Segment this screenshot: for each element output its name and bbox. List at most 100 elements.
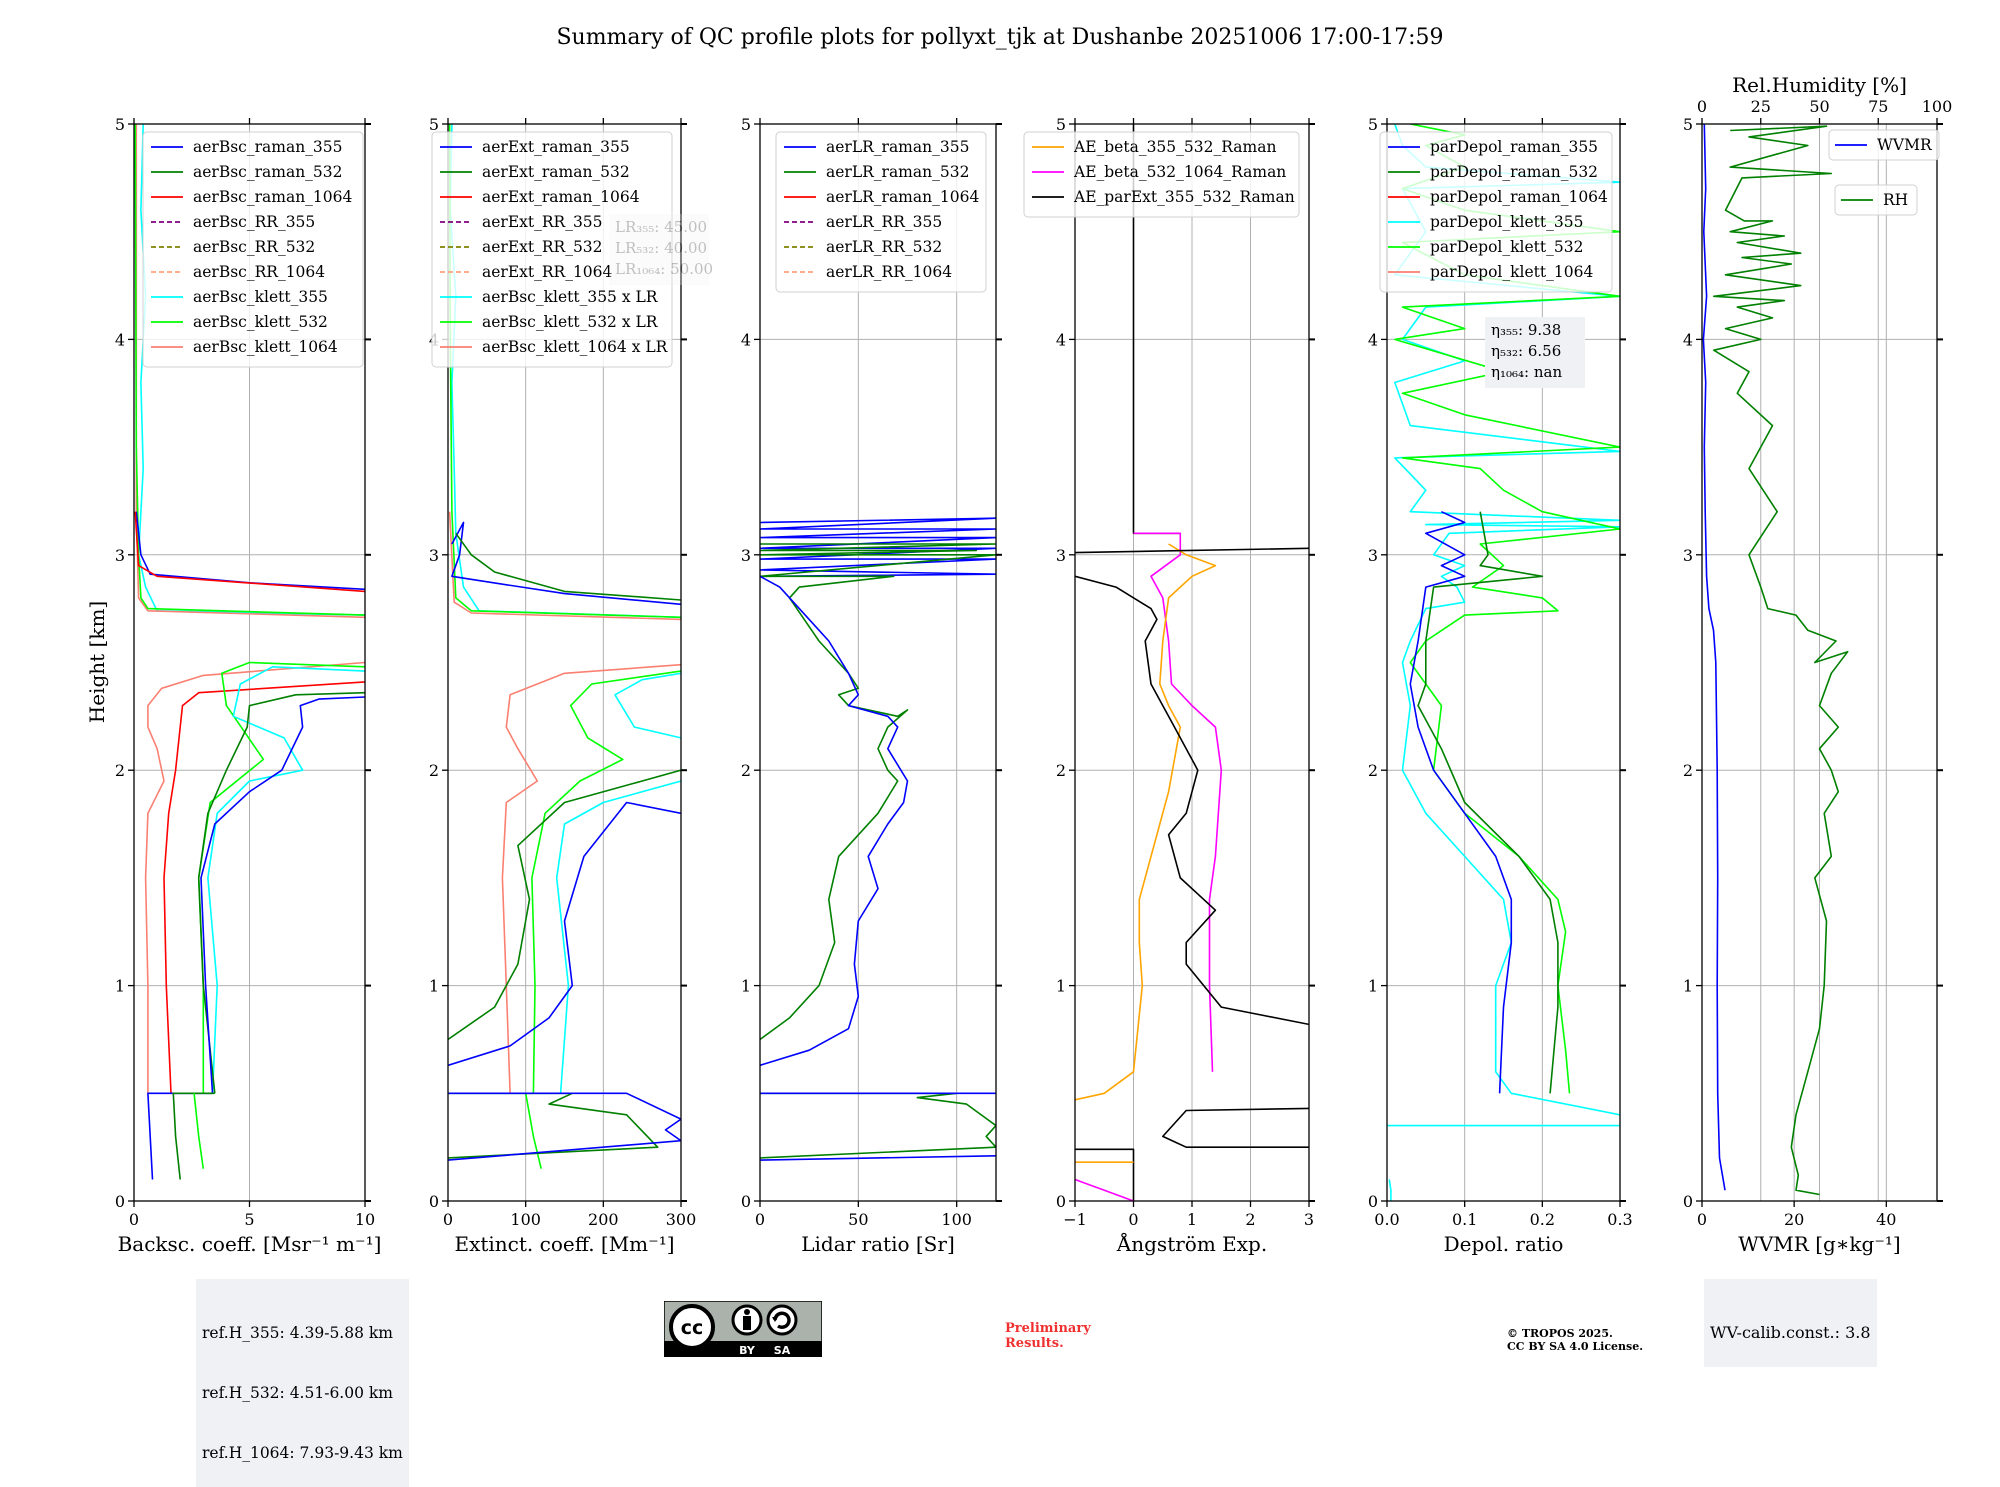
ref-height-532: ref.H_532: 4.51-6.00 km <box>202 1384 393 1402</box>
y-tick-label: 2 <box>741 761 751 780</box>
wv-calibration-constant: WV-calib.const.: 3.8 <box>1710 1323 1871 1342</box>
annotation-line: LR₃₅₅: 45.00 <box>615 218 707 236</box>
top-x-tick-label: 100 <box>1922 97 1953 116</box>
panel-extinction: 0100200300012345Extinct. coeff. [Mm⁻¹]ae… <box>429 115 713 1256</box>
x-tick-label: 0.1 <box>1452 1210 1477 1229</box>
series-aerbsc-raman-532 <box>197 691 365 1094</box>
y-tick-label: 5 <box>1683 115 1693 134</box>
legend: aerExt_raman_355 aerExt_raman_532 aerExt_r… <box>431 131 673 368</box>
series-aerlr-raman-532 <box>760 1092 996 1159</box>
svg-text:cc: cc <box>681 1317 704 1339</box>
axes-frame <box>1386 123 1621 1202</box>
y-tick-label: 1 <box>1056 977 1066 996</box>
series-ae-beta-355-532-raman <box>1075 543 1217 1101</box>
legend-label: parDepol_raman_1064 <box>1430 188 1608 206</box>
series-aerext-raman-355 <box>448 1092 681 1161</box>
series-ae-parext-355-532-raman <box>1075 1148 1135 1201</box>
y-tick-label: 3 <box>1056 546 1066 565</box>
qc-profile-figure: Summary of QC profile plots for pollyxt_… <box>85 25 1952 1256</box>
top-x-tick-label: 0 <box>1697 97 1707 116</box>
figure-title: Summary of QC profile plots for pollyxt_… <box>556 25 1443 50</box>
series-aerbsc-raman-355 <box>200 696 365 1094</box>
y-tick-label: 3 <box>115 546 125 565</box>
series-aerlr-raman-355 <box>760 575 909 1067</box>
cc-icon: cc <box>669 1304 715 1350</box>
annotation-bg <box>609 214 709 285</box>
attribution-icon <box>731 1304 763 1336</box>
legend-label: AE_parExt_355_532_Raman <box>1073 188 1295 206</box>
x-tick-label: 300 <box>666 1210 697 1229</box>
legend-label: RH <box>1883 191 1908 209</box>
legend-label: AE_beta_532_1064_Raman <box>1073 163 1286 181</box>
legend-label: aerBsc_RR_355 <box>193 213 315 231</box>
annotation-line: η₅₃₂: 6.56 <box>1491 342 1561 360</box>
x-tick-label: 0.3 <box>1607 1210 1632 1229</box>
series-aerbsc-klett-532 <box>193 1093 205 1169</box>
x-tick-label: 0 <box>755 1210 765 1229</box>
series-aerbsc-klett-355-x-lr <box>614 672 681 739</box>
cc-by-sa-logo: cc BY SA <box>664 1301 822 1357</box>
legend-box <box>1379 131 1613 293</box>
y-tick-label: 1 <box>1683 977 1693 996</box>
series-aerbsc-klett-532-x-lr <box>531 670 681 1094</box>
legend-label: aerExt_raman_532 <box>482 163 630 181</box>
legend-rh: RH <box>1834 184 1918 216</box>
copyright-note: © TROPOS 2025. CC BY SA 4.0 License. <box>1507 1327 1643 1353</box>
y-tick-label: 4 <box>1368 330 1378 349</box>
series-aerbsc-raman-1064 <box>163 681 365 1094</box>
annotation-box: LR₃₅₅: 45.00 LR₅₃₂: 40.00 LR₁₀₆₄: 50.00 <box>609 214 713 285</box>
legend-box <box>431 131 673 368</box>
annotation-line: η₁₀₆₄: nan <box>1491 363 1562 381</box>
x-tick-label: −1 <box>1063 1210 1087 1229</box>
series-aerbsc-klett-355 <box>207 665 365 1094</box>
legend-label: aerBsc_RR_532 <box>193 238 315 256</box>
x-tick-label: 5 <box>244 1210 254 1229</box>
series-group <box>1075 124 1309 1201</box>
y-tick-label: 4 <box>741 330 751 349</box>
top-x-tick-label: 75 <box>1868 97 1888 116</box>
legend-wvmr: WVMR <box>1828 129 1940 161</box>
series-group <box>1702 124 1849 1196</box>
x-tick-label: 1 <box>1187 1210 1197 1229</box>
legend-label: WVMR <box>1877 136 1933 154</box>
legend-label: aerBsc_klett_355 <box>193 288 328 306</box>
legend-label: aerBsc_RR_1064 <box>193 263 325 281</box>
legend-box <box>142 131 364 368</box>
y-tick-label: 2 <box>1056 761 1066 780</box>
series-aerext-raman-355 <box>451 521 681 606</box>
x-tick-label: 100 <box>510 1210 541 1229</box>
legend-label: parDepol_raman_355 <box>1430 138 1598 156</box>
ref-height-355: ref.H_355: 4.39-5.88 km <box>202 1324 393 1342</box>
x-axis-label: Ångström Exp. <box>1116 1231 1267 1256</box>
series-aerext-raman-355 <box>448 801 681 1067</box>
axes-frame <box>759 123 997 1202</box>
y-tick-label: 0 <box>115 1192 125 1211</box>
top-axis-label: Rel.Humidity [%] <box>1732 73 1907 97</box>
legend-box <box>1023 131 1300 218</box>
y-tick-label: 3 <box>1368 546 1378 565</box>
ref-height-1064: ref.H_1064: 7.93-9.43 km <box>202 1444 403 1462</box>
copyright-line-1: © TROPOS 2025. <box>1507 1327 1613 1340</box>
legend-label: parDepol_klett_532 <box>1430 238 1583 256</box>
x-axis-label: Lidar ratio [Sr] <box>801 1232 955 1256</box>
legend-box <box>775 131 987 293</box>
y-tick-label: 5 <box>1368 115 1378 134</box>
legend-label: aerBsc_klett_1064 <box>193 338 338 356</box>
series-group <box>134 124 365 1180</box>
x-tick-label: 200 <box>588 1210 619 1229</box>
series-ae-parext-355-532-raman <box>1075 547 1309 554</box>
series-ae-beta-532-1064-raman <box>1133 532 1223 1072</box>
legend-label: parDepol_klett_355 <box>1430 213 1583 231</box>
legend-label: aerBsc_raman_1064 <box>193 188 353 206</box>
x-tick-label: 20 <box>1784 1210 1804 1229</box>
series-aerbsc-klett-1064-x-lr <box>501 663 681 1094</box>
annotation-box: η₃₅₅: 9.38 η₅₃₂: 6.56 η₁₀₆₄: nan <box>1485 317 1585 388</box>
series-aerext-raman-532 <box>455 532 681 601</box>
legend-box <box>1834 184 1918 216</box>
x-axis-label: WVMR [g∗kg⁻¹] <box>1738 1232 1900 1256</box>
y-tick-label: 4 <box>1056 330 1066 349</box>
annotation-line: LR₁₀₆₄: 50.00 <box>615 260 713 278</box>
x-tick-label: 0.0 <box>1374 1210 1399 1229</box>
